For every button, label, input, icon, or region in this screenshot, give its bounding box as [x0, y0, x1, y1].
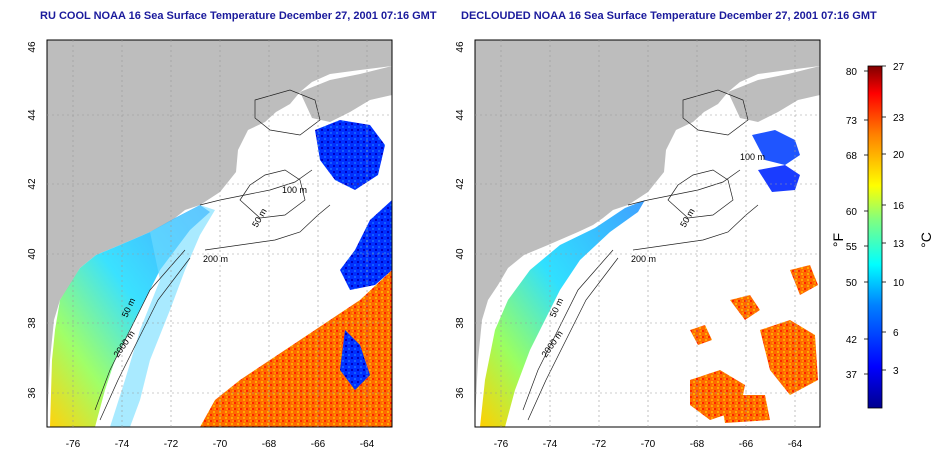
y-tick-label: 42	[27, 178, 38, 190]
x-tick-label: -70	[213, 439, 228, 450]
c-tick-label: 6	[893, 328, 899, 339]
f-tick-label: 37	[846, 370, 858, 381]
contour-label: 200 m	[203, 254, 228, 264]
colorbar-f-ticks: 80 73 68 60 55 50 42 37	[846, 67, 858, 381]
x-tick-label: -74	[115, 439, 130, 450]
f-tick-label: 55	[846, 242, 858, 253]
celsius-unit-label: °C	[918, 232, 934, 248]
y-tick-label: 44	[27, 109, 38, 121]
shelf-speckle	[110, 205, 215, 427]
land-mass	[47, 40, 392, 427]
y-tick-label: 46	[455, 41, 466, 53]
colorbar: 80 73 68 60 55 50 42 37 27 23 20 16 13 1…	[830, 62, 934, 409]
left-y-axis: 36 38 40 42 44 46	[27, 41, 38, 399]
right-map-title: DECLOUDED NOAA 16 Sea Surface Temperatur…	[461, 10, 877, 22]
nova-scotia-right	[728, 66, 820, 122]
contour-label: 100 m	[282, 185, 307, 195]
contour-label: 200 m	[631, 254, 656, 264]
bathymetry-contours	[94, 89, 331, 421]
contour-label: 100 m	[740, 152, 765, 162]
y-tick-label: 40	[27, 248, 38, 260]
left-map-frame	[46, 39, 393, 428]
y-tick-label: 42	[455, 178, 466, 190]
shelf-water-right	[480, 200, 645, 427]
nova-scotia	[300, 66, 392, 122]
warm-patches	[690, 265, 818, 423]
left-map-title: RU COOL NOAA 16 Sea Surface Temperature …	[40, 10, 437, 22]
shelf-water	[50, 205, 210, 427]
f-tick-label: 73	[846, 116, 858, 127]
y-tick-label: 38	[27, 317, 38, 329]
c-tick-label: 16	[893, 201, 905, 212]
y-tick-label: 36	[27, 387, 38, 399]
x-tick-label: -66	[311, 439, 326, 450]
x-tick-label: -74	[543, 439, 558, 450]
f-tick-label: 42	[846, 335, 858, 346]
y-tick-label: 36	[455, 387, 466, 399]
x-tick-label: -68	[690, 439, 705, 450]
x-tick-label: -70	[641, 439, 656, 450]
c-tick-label: 10	[893, 278, 905, 289]
y-tick-label: 46	[27, 41, 38, 53]
c-tick-label: 3	[893, 366, 899, 377]
gulf-stream-area	[200, 270, 392, 427]
x-tick-label: -66	[739, 439, 754, 450]
cold-patch-right	[752, 130, 800, 165]
c-tick-label: 20	[893, 150, 905, 161]
x-tick-label: -76	[66, 439, 81, 450]
x-tick-label: -68	[262, 439, 277, 450]
right-x-axis: -76 -74 -72 -70 -68 -66 -64	[494, 439, 803, 450]
x-tick-label: -72	[592, 439, 607, 450]
colorbar-tick-marks	[864, 65, 886, 375]
f-tick-label: 50	[846, 278, 858, 289]
f-tick-label: 60	[846, 207, 858, 218]
colorbar-c-ticks: 27 23 20 16 13 10 6 3	[893, 62, 905, 377]
c-tick-label: 23	[893, 113, 905, 124]
right-map-frame	[474, 39, 821, 428]
land-mass-right	[475, 40, 820, 427]
fahrenheit-unit-label: °F	[830, 233, 846, 247]
c-tick-label: 27	[893, 62, 905, 73]
x-tick-label: -64	[360, 439, 375, 450]
c-tick-label: 13	[893, 239, 905, 250]
cold-patch-right-2	[758, 165, 800, 192]
cold-patch-east	[340, 200, 392, 290]
cold-patch	[315, 120, 385, 190]
y-tick-label: 38	[455, 317, 466, 329]
left-map-panel	[47, 40, 392, 427]
cold-patch-se	[340, 330, 370, 390]
x-tick-label: -76	[494, 439, 509, 450]
f-tick-label: 68	[846, 151, 858, 162]
y-tick-label: 40	[455, 248, 466, 260]
left-x-axis: -76 -74 -72 -70 -68 -66 -64	[66, 439, 375, 450]
right-y-axis: 36 38 40 42 44 46	[455, 41, 466, 399]
right-map-panel	[475, 40, 820, 427]
colorbar-gradient	[867, 65, 883, 409]
bathymetry-contours-right	[522, 89, 759, 421]
x-tick-label: -64	[788, 439, 803, 450]
x-tick-label: -72	[164, 439, 179, 450]
f-tick-label: 80	[846, 67, 858, 78]
y-tick-label: 44	[455, 109, 466, 121]
